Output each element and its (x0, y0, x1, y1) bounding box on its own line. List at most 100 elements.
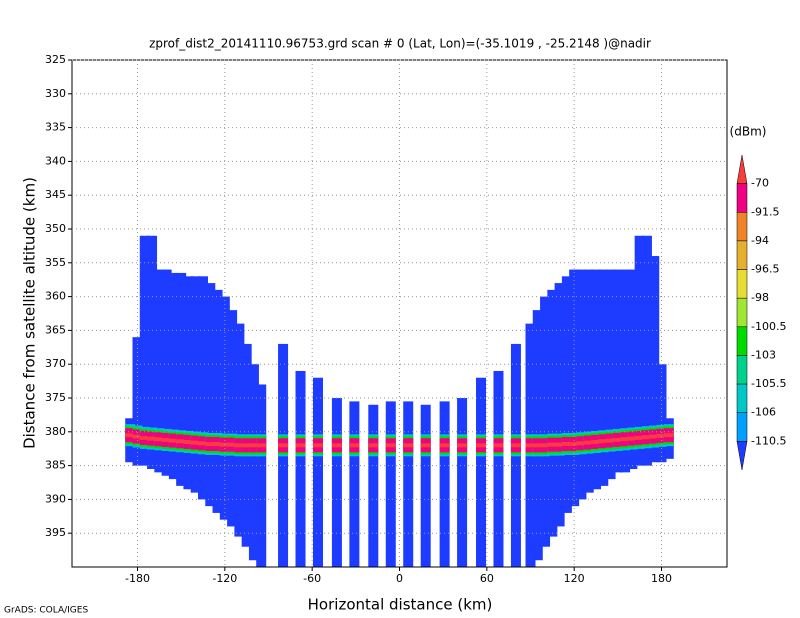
profile-column (227, 310, 238, 527)
profile-column (190, 276, 201, 493)
surface-echo (139, 435, 150, 440)
profile-column (634, 235, 645, 466)
x-tick-label: -180 (125, 572, 150, 585)
y-tick-label: 360 (45, 290, 66, 303)
colorbar-label: -110.5 (751, 434, 786, 447)
colorbar-label: -98 (751, 291, 769, 304)
profile-column (385, 401, 396, 567)
surface-echo (278, 443, 289, 448)
profile-column (420, 404, 431, 567)
surface-echo (176, 439, 187, 444)
surface-echo (385, 443, 396, 448)
colorbar-label: -94 (751, 234, 769, 247)
surface-echo (576, 441, 587, 446)
y-tick-label: 355 (45, 256, 66, 269)
surface-echo (125, 433, 136, 438)
profile-column (641, 235, 652, 466)
x-tick-label: 120 (564, 572, 585, 585)
profile-column (147, 235, 158, 469)
surface-echo (493, 443, 504, 448)
profile-column (256, 384, 267, 567)
y-axis-label: Distance from satellite altitude (km) (21, 177, 39, 449)
profile-column (476, 377, 487, 567)
surface-echo (510, 443, 521, 448)
surface-echo (620, 437, 631, 442)
y-tick-label: 395 (45, 526, 66, 539)
y-tick-label: 350 (45, 222, 66, 235)
y-tick-label: 345 (45, 188, 66, 201)
profile-column (569, 269, 580, 507)
colorbar-label: -100.5 (751, 320, 786, 333)
surface-echo (248, 443, 259, 448)
x-tick-label: -120 (212, 572, 237, 585)
surface-echo (205, 441, 216, 446)
x-tick-label: 180 (651, 572, 672, 585)
profile-column (620, 269, 631, 473)
y-tick-label: 380 (45, 425, 66, 438)
surface-echo (591, 439, 601, 444)
colorbar-title: (dBm) (730, 125, 767, 139)
y-tick-label: 365 (45, 323, 66, 336)
profile-column (168, 272, 179, 480)
colorbar-segment (736, 269, 748, 299)
y-tick-label: 340 (45, 154, 66, 167)
y-tick-label: 390 (45, 492, 66, 505)
colorbar-segment (736, 355, 748, 385)
profile-column (295, 370, 306, 567)
surface-echo (598, 439, 609, 444)
y-tick-label: 385 (45, 459, 66, 472)
profile-column (583, 269, 594, 493)
surface-echo (198, 441, 208, 446)
surface-echo (627, 436, 638, 441)
profile-column (540, 296, 551, 547)
y-tick-label: 330 (45, 87, 66, 100)
surface-echo (561, 441, 572, 446)
footer: GrADS: COLA/IGES (4, 606, 88, 616)
surface-echo (525, 443, 536, 448)
surface-echo (663, 433, 674, 438)
profile-column (139, 235, 150, 466)
surface-echo (312, 443, 323, 448)
profile-column (591, 269, 601, 490)
profile-column (457, 398, 468, 567)
profile-column (612, 269, 623, 473)
profile-column (598, 269, 609, 486)
profile-column (403, 401, 414, 567)
x-tick-label: -60 (303, 572, 321, 585)
y-tick-label: 375 (45, 391, 66, 404)
colorbar-label: -96.5 (751, 263, 779, 276)
surface-echo (476, 443, 487, 448)
surface-echo (161, 437, 172, 442)
surface-echo (554, 442, 565, 447)
profile-column (176, 272, 187, 486)
profile-column (248, 364, 259, 561)
profile-column (154, 269, 165, 473)
colorbar-cap (736, 154, 748, 184)
surface-echo (457, 443, 468, 448)
profile-column (656, 364, 667, 463)
profile-column (234, 323, 245, 537)
surface-echo (368, 443, 379, 448)
surface-echo (656, 433, 667, 438)
plot-area (125, 235, 674, 567)
colorbar-label: -70 (751, 177, 769, 190)
profile-column (605, 269, 616, 480)
profile-column (547, 289, 558, 537)
surface-echo (234, 443, 245, 448)
profile-column (183, 276, 194, 490)
profile-column (212, 289, 223, 513)
profile-column (493, 370, 504, 567)
profile-column (132, 337, 143, 466)
profile-column (349, 401, 360, 567)
surface-echo (634, 435, 645, 440)
y-tick-label: 370 (45, 357, 66, 370)
surface-echo (241, 443, 252, 448)
surface-echo (190, 440, 201, 445)
x-tick-label: 60 (480, 572, 494, 585)
surface-echo (612, 437, 623, 442)
colorbar-cap (736, 441, 748, 471)
surface-echo (605, 438, 616, 443)
surface-echo (147, 436, 158, 441)
surface-echo (295, 443, 306, 448)
